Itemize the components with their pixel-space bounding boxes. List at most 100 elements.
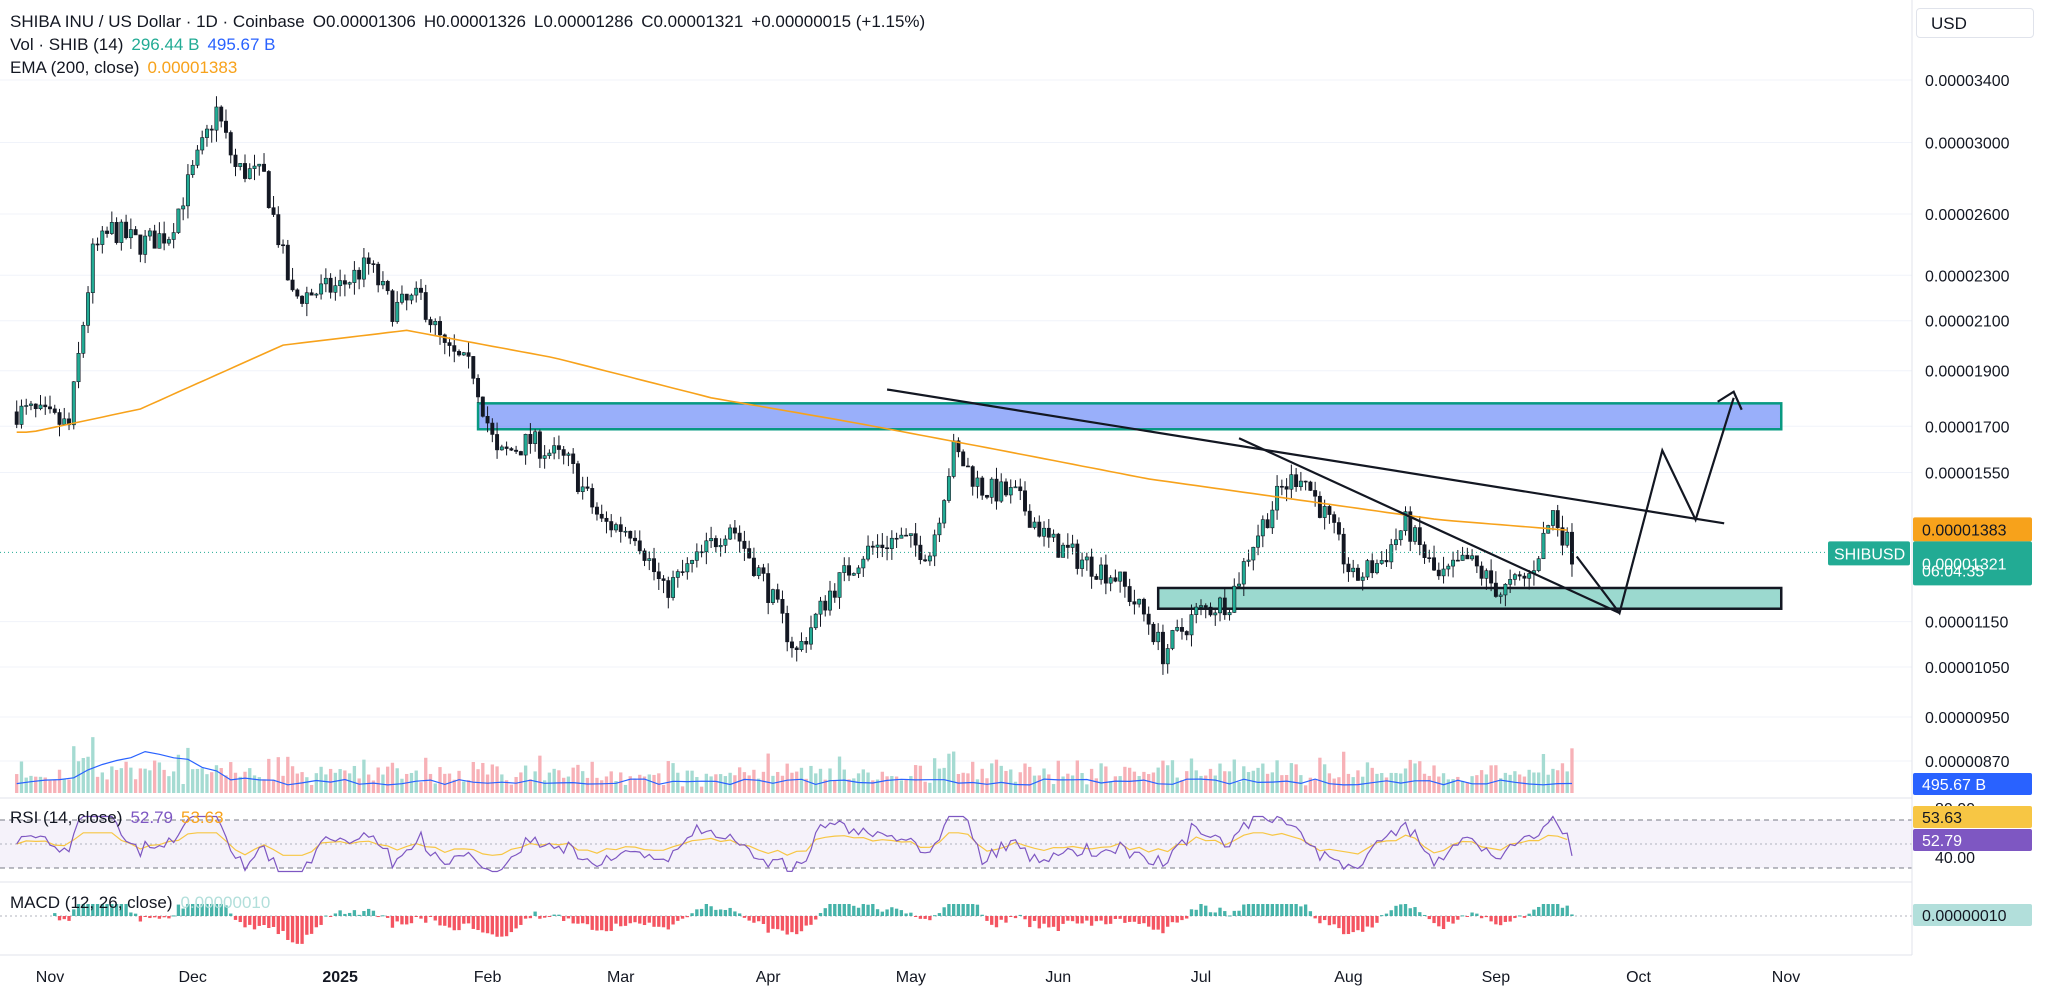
volume-bar	[604, 776, 609, 793]
macd-histogram-bar	[1018, 914, 1022, 916]
rsi-label[interactable]: RSI (14, close)	[10, 808, 123, 827]
volume-bar	[100, 772, 104, 793]
candle-body	[19, 405, 24, 425]
macd-histogram-bar	[890, 907, 894, 916]
candle-body	[133, 229, 138, 236]
volume-bar	[248, 768, 252, 793]
candle-body	[1303, 480, 1308, 483]
macd-value: 0.00000010	[180, 893, 271, 912]
volume-bar	[814, 773, 818, 793]
candle-body	[1113, 577, 1118, 582]
volume-bar	[661, 785, 666, 793]
volume-bar	[371, 780, 376, 793]
volume-bar	[999, 765, 1003, 793]
candle-body	[309, 292, 314, 296]
macd-histogram-bar	[1023, 916, 1027, 920]
macd-histogram-bar	[1061, 916, 1065, 924]
candle-body	[1294, 474, 1299, 487]
volume-bar	[34, 776, 38, 793]
candle-body	[747, 548, 752, 559]
macd-histogram-bar	[152, 916, 157, 918]
volume-bar	[790, 772, 794, 793]
macd-histogram-bar	[314, 916, 319, 928]
candle-body	[1308, 481, 1313, 491]
macd-histogram-bar	[1299, 906, 1303, 916]
candle-body	[889, 537, 894, 549]
volume-bar	[1303, 785, 1308, 793]
time-tick-label: Feb	[474, 969, 502, 986]
volume-bar	[200, 768, 204, 793]
macd-histogram-bar	[1289, 904, 1294, 916]
macd-histogram-bar	[747, 916, 751, 921]
volume-bar	[314, 773, 319, 793]
macd-histogram-bar	[95, 904, 100, 916]
volume-bar	[1204, 775, 1208, 793]
volume-bar	[1565, 771, 1569, 793]
volume-bar	[785, 763, 789, 793]
macd-histogram-bar	[1085, 916, 1089, 921]
symbol-title[interactable]: SHIBA INU / US Dollar · 1D · Coinbase	[10, 12, 305, 31]
volume-bar	[67, 779, 71, 793]
macd-histogram-bar	[519, 916, 523, 925]
volume-bar	[823, 779, 827, 793]
macd-histogram-bar	[547, 916, 552, 917]
volume-bar	[286, 756, 290, 793]
candle-body	[195, 149, 200, 166]
volume-bar	[833, 780, 837, 793]
candle-body	[124, 221, 129, 239]
volume-bar	[737, 767, 742, 793]
macd-histogram-bar	[776, 916, 780, 930]
ema-legend: EMA (200, close) 0.00001383	[10, 58, 245, 78]
candle-body	[1013, 486, 1018, 489]
macd-histogram-bar	[514, 916, 518, 929]
currency-selector[interactable]: USD	[1916, 8, 2034, 38]
candle-body	[1265, 519, 1270, 529]
macd-histogram-bar	[818, 913, 823, 916]
volume-bar	[53, 779, 57, 793]
candle-body	[147, 230, 152, 237]
macd-label[interactable]: MACD (12, 26, close)	[10, 893, 173, 912]
symbol-legend: SHIBA INU / US Dollar · 1D · Coinbase O0.…	[10, 12, 933, 32]
candle-body	[204, 128, 209, 138]
price-axis[interactable]: 0.00003400 0.00003000 0.00002600 0.00002300…	[1911, 0, 2010, 955]
volume-bar	[1227, 771, 1232, 793]
volume-bar	[1085, 784, 1089, 793]
volume-bar	[243, 771, 247, 793]
macd-histogram-bar	[552, 914, 556, 916]
macd-histogram-bar	[62, 916, 66, 920]
candle-body	[923, 559, 928, 562]
volume-label[interactable]: Vol · SHIB (14)	[10, 35, 124, 54]
macd-histogram-bar	[1308, 911, 1313, 916]
candle-body	[276, 214, 281, 246]
candle-body	[409, 294, 414, 301]
support-zone	[1156, 586, 1783, 610]
volume-bar	[91, 737, 95, 793]
volume-bar	[1346, 773, 1351, 793]
candle-body	[438, 321, 442, 336]
candle-body	[1256, 535, 1261, 548]
macd-histogram-bar	[110, 904, 114, 916]
macd-histogram-bar	[114, 904, 119, 916]
macd-histogram-bar	[1089, 916, 1094, 926]
ema-label[interactable]: EMA (200, close)	[10, 58, 140, 77]
volume-bar	[143, 768, 147, 793]
macd-histogram-bar	[438, 916, 442, 926]
volume-bar	[1441, 773, 1446, 793]
candle-body	[571, 453, 576, 464]
macd-histogram-bar	[723, 909, 728, 916]
macd-histogram-bar	[1013, 916, 1018, 919]
candle-body	[1051, 533, 1056, 538]
candle-body	[542, 455, 547, 459]
macd-histogram-bar	[961, 904, 965, 916]
macd-histogram-bar	[1151, 916, 1156, 930]
volume-bar	[1394, 772, 1398, 793]
candle-body	[628, 530, 633, 539]
candle-body	[143, 235, 148, 255]
time-axis[interactable]: Nov Dec 2025 Feb Mar Apr May Jun Jul Aug Sep Oct Nov	[0, 954, 1912, 986]
candle-body	[24, 405, 29, 407]
candle-body	[333, 285, 338, 293]
volume-bar	[771, 775, 775, 793]
candle-body	[1127, 586, 1132, 602]
volume-bar	[186, 747, 190, 793]
